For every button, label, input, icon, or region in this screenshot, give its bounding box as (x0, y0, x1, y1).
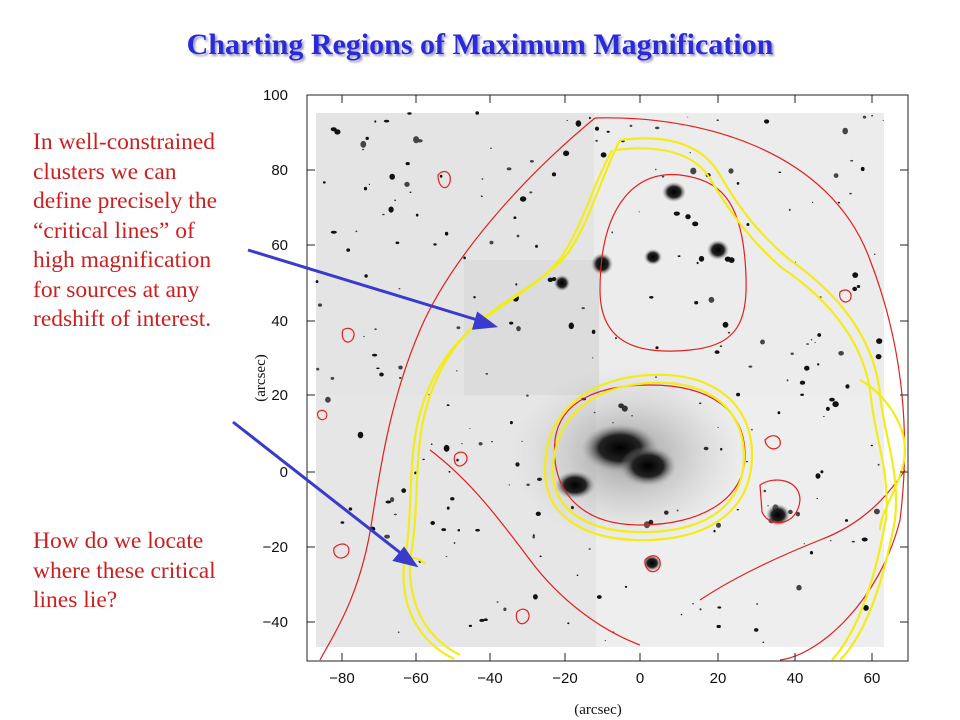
hst-image-mosaic (307, 95, 908, 661)
slide-title: Charting Regions of Maximum Magnificatio… (186, 28, 774, 61)
arrowhead-lower (392, 546, 419, 568)
y-tick-label: 20 (271, 387, 288, 404)
x-tick-label: 0 (636, 670, 644, 687)
critical-lines (397, 137, 907, 661)
x-tick-label: −60 (403, 670, 428, 687)
x-tick-label: 20 (710, 670, 727, 687)
y-tick-labels: 100 80 60 40 20 0 −20 −40 (263, 87, 288, 631)
y-axis-label: (arcsec) (253, 354, 269, 401)
x-tick-label: 40 (787, 670, 804, 687)
explanation-paragraph: In well-constrained clusters we can defi… (33, 129, 217, 332)
arrowhead-upper (471, 311, 498, 330)
x-tick-labels: −80 −60 −40 −20 0 20 40 60 (329, 670, 880, 687)
x-axis-label: (arcsec) (574, 702, 621, 718)
plot-frame (306, 94, 909, 662)
y-tick-label: 0 (280, 464, 288, 481)
y-tick-label: 80 (271, 162, 288, 179)
x-tick-label: −80 (329, 670, 354, 687)
x-tick-label: −40 (477, 670, 502, 687)
y-tick-label: −20 (263, 539, 288, 556)
y-tick-label: 40 (271, 313, 288, 330)
x-tick-label: 60 (864, 670, 881, 687)
y-tick-label: 100 (263, 87, 288, 104)
arrow-lower (232, 420, 408, 560)
y-tick-label: 60 (271, 237, 288, 254)
y-tick-label: −40 (263, 614, 288, 631)
pointer-arrows (232, 248, 498, 568)
arrow-upper (247, 248, 485, 324)
question-paragraph: How do we locate where these critical li… (33, 528, 216, 613)
x-tick-label: −20 (552, 670, 577, 687)
